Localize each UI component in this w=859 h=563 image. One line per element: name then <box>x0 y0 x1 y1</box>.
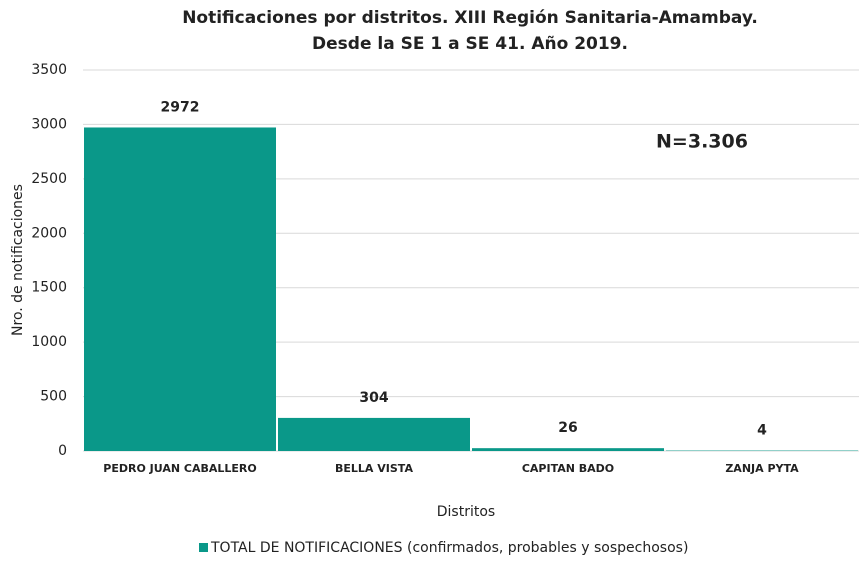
y-tick-label: 500 <box>40 389 67 405</box>
y-tick-label: 3500 <box>31 62 67 78</box>
y-tick-label: 2000 <box>31 225 67 241</box>
y-tick-label: 3000 <box>31 116 67 132</box>
y-tick-label: 2500 <box>31 171 67 187</box>
y-tick-label: 1500 <box>31 280 67 296</box>
chart-subtitle: Desde la SE 1 a SE 41. Año 2019. <box>312 34 628 54</box>
value-label: 4 <box>757 423 767 439</box>
x-tick-label: PEDRO JUAN CABALLERO <box>103 462 256 475</box>
value-label: 26 <box>558 420 577 436</box>
x-axis-title: Distritos <box>437 504 495 520</box>
bar <box>84 127 276 452</box>
y-tick-label: 1000 <box>31 334 67 350</box>
chart-title: Notificaciones por distritos. XIII Regió… <box>182 8 758 28</box>
legend-swatch <box>199 543 208 552</box>
y-tick-label: 0 <box>58 443 67 459</box>
x-tick-label: ZANJA PYTA <box>725 462 799 475</box>
bar <box>278 417 470 451</box>
x-tick-label: BELLA VISTA <box>335 462 413 475</box>
bar <box>472 448 664 451</box>
legend-label: TOTAL DE NOTIFICACIONES (confirmados, pr… <box>210 540 688 556</box>
value-label: 2972 <box>161 99 200 115</box>
y-axis-title: Nro. de notificaciones <box>10 184 26 336</box>
annotation: N=3.306 <box>656 131 748 153</box>
x-tick-label: CAPITAN BADO <box>522 462 614 475</box>
value-label: 304 <box>359 390 388 406</box>
